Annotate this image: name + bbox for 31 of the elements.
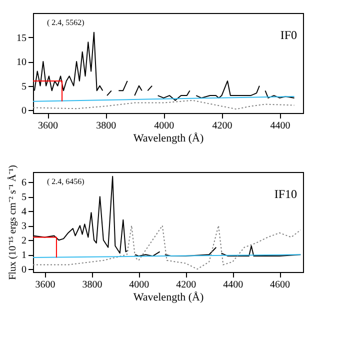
x-tick-label: 4400 xyxy=(270,120,290,132)
y-tick-label: 1 xyxy=(22,250,26,262)
x-tick-label: 3600 xyxy=(38,120,58,132)
y-tick-label: 10 xyxy=(16,57,26,68)
y-tick-label: 3 xyxy=(22,221,26,232)
x-tick-label: 3800 xyxy=(96,120,116,132)
x-tick-label: 4400 xyxy=(223,280,244,290)
line-series xyxy=(33,100,295,110)
line-series xyxy=(33,225,302,270)
y-tick-label: 5 xyxy=(22,81,26,92)
x-tick-label: 3800 xyxy=(82,280,102,290)
x-tick-label: 4200 xyxy=(212,120,232,132)
annotation: IF10 xyxy=(274,187,297,201)
y-axis-title: Flux (10⁻¹⁵ ergs cm⁻² s⁻¹ Å⁻¹) xyxy=(6,165,18,280)
y-tick-label: 2 xyxy=(22,236,26,247)
y-tick-label: 0 xyxy=(22,106,26,117)
annotation: IF0 xyxy=(280,28,297,42)
x-tick-label: 3600 xyxy=(35,280,56,290)
x-tick-label: 4200 xyxy=(176,280,196,290)
y-tick-label: 5 xyxy=(22,192,26,204)
annotation: ( 2.4, 5562) xyxy=(47,18,85,27)
x-tick-label: 4000 xyxy=(154,120,174,132)
x-axis-title: Wavelength (Å) xyxy=(133,132,204,144)
y-tick-label: 15 xyxy=(16,32,26,44)
x-axis-title: Wavelength (Å) xyxy=(133,290,204,304)
x-tick-label: 4600 xyxy=(270,280,290,290)
x-tick-label: 4000 xyxy=(129,280,150,290)
y-tick-label: 6 xyxy=(22,178,26,189)
annotation: ( 2.4, 6456) xyxy=(47,177,85,186)
y-tick-label: 0 xyxy=(22,264,26,276)
y-tick-label: 4 xyxy=(22,206,26,218)
